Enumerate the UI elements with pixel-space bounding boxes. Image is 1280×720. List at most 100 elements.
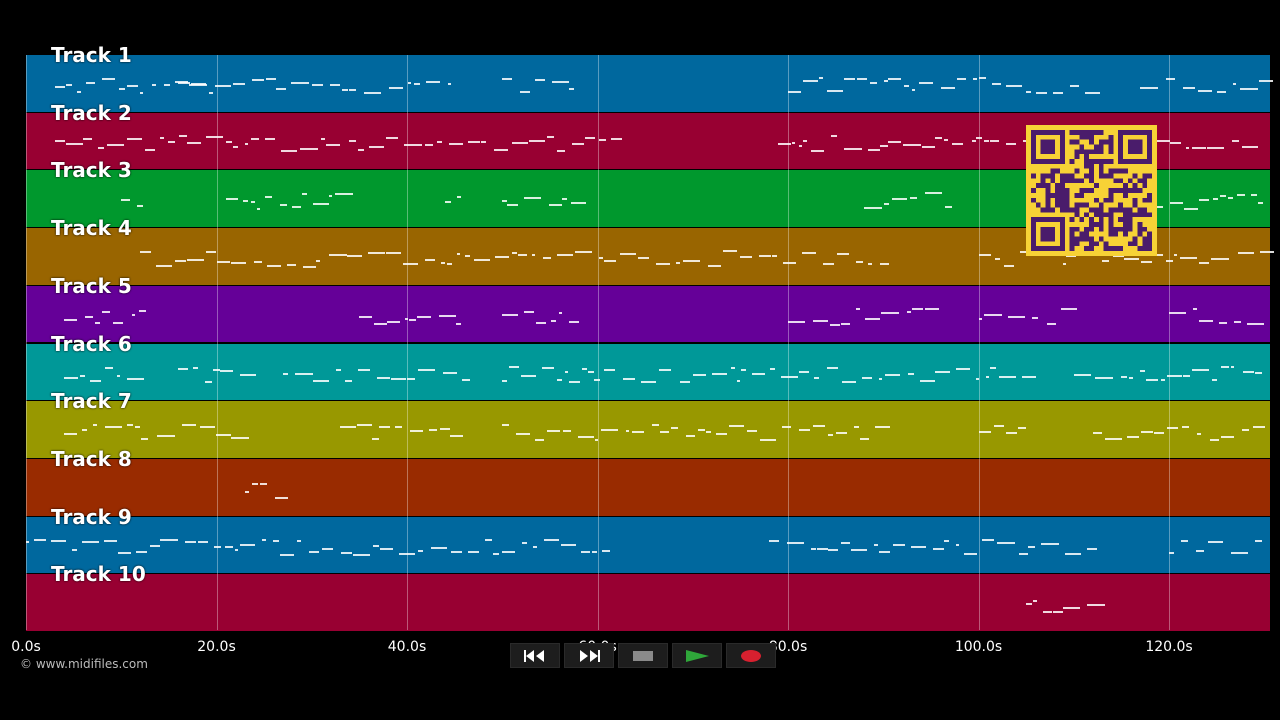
midi-note	[1092, 432, 1102, 435]
midi-note	[935, 136, 942, 139]
midi-note	[556, 379, 563, 381]
midi-note	[349, 89, 357, 92]
midi-note	[418, 550, 423, 553]
midi-note	[619, 252, 637, 255]
midi-note	[867, 262, 873, 265]
midi-note	[72, 548, 77, 551]
track-lane[interactable]	[26, 343, 1270, 401]
midi-note	[1128, 376, 1134, 379]
play-icon	[686, 649, 709, 662]
midi-note	[786, 542, 805, 545]
midi-note	[274, 496, 289, 499]
midi-note	[456, 322, 461, 325]
midi-note	[655, 262, 670, 265]
track-lane[interactable]	[26, 55, 1270, 112]
midi-note	[64, 377, 79, 380]
midi-note	[600, 429, 618, 432]
midi-note	[1073, 374, 1091, 377]
midi-note	[164, 83, 171, 86]
midi-note	[788, 90, 801, 93]
midi-note	[1174, 253, 1178, 256]
track-lane[interactable]	[26, 574, 1270, 631]
midi-note	[818, 77, 823, 80]
midi-note	[1052, 611, 1064, 614]
track-lane[interactable]	[26, 285, 1270, 343]
track-lane[interactable]	[26, 516, 1270, 574]
midi-note	[402, 263, 419, 266]
midi-note	[136, 551, 147, 554]
transport-controls	[510, 643, 776, 668]
midi-note	[358, 369, 371, 372]
midi-note	[409, 430, 424, 433]
midi-note	[104, 540, 117, 543]
midi-note	[1126, 435, 1139, 438]
track-lane[interactable]	[26, 458, 1270, 516]
midi-note	[1005, 142, 1016, 145]
stop-button[interactable]	[618, 643, 668, 668]
midi-note	[215, 433, 231, 436]
midi-note	[54, 139, 66, 142]
midi-note	[924, 192, 943, 195]
midi-note	[1018, 552, 1029, 555]
midi-note	[243, 199, 248, 202]
midi-note	[759, 254, 771, 257]
midi-note	[1198, 261, 1209, 264]
midi-note	[983, 313, 1002, 316]
midi-note	[117, 552, 132, 555]
midi-note	[883, 79, 889, 82]
midi-note	[782, 425, 791, 428]
midi-note	[857, 78, 868, 81]
midi-note	[1005, 432, 1017, 435]
midi-note	[941, 87, 956, 90]
midi-note	[26, 541, 30, 544]
midi-note	[1095, 377, 1113, 380]
midi-note	[439, 314, 456, 317]
midi-note	[982, 538, 994, 541]
midi-note	[404, 144, 422, 147]
midi-note	[978, 318, 983, 321]
midi-note	[557, 253, 574, 256]
midi-note	[127, 378, 144, 381]
midi-note	[638, 256, 649, 259]
midi-note	[1179, 257, 1198, 260]
midi-note	[1254, 540, 1262, 543]
midi-note	[1227, 196, 1234, 199]
track-label: Track 8	[51, 446, 132, 471]
midi-note	[865, 317, 880, 320]
midi-note	[535, 438, 544, 441]
play-button[interactable]	[672, 643, 722, 668]
midi-note	[985, 375, 990, 378]
midi-note	[1192, 368, 1210, 371]
midi-note	[533, 545, 538, 548]
midi-note	[604, 368, 615, 371]
midi-note	[417, 368, 435, 371]
midi-note	[1003, 265, 1014, 268]
qr-code-icon	[1031, 130, 1152, 251]
time-gridline	[216, 55, 218, 630]
midi-note	[1183, 87, 1195, 90]
midi-note	[998, 375, 1017, 378]
midi-note	[827, 433, 834, 436]
time-gridline	[597, 55, 599, 630]
midi-note	[341, 88, 349, 91]
midi-note	[264, 138, 276, 141]
midi-note	[291, 82, 309, 85]
midi-note	[1240, 87, 1259, 90]
midi-note	[414, 83, 421, 86]
track-label: Track 5	[51, 273, 132, 298]
midi-note	[1166, 260, 1173, 262]
midi-note	[352, 554, 371, 557]
midi-note	[328, 254, 347, 257]
midi-note	[139, 92, 144, 95]
rewind-button[interactable]	[510, 643, 560, 668]
midi-note	[903, 144, 921, 147]
fast-forward-button[interactable]	[564, 643, 614, 668]
midi-note	[524, 311, 535, 314]
midi-note	[1220, 435, 1235, 438]
midi-note	[594, 438, 599, 441]
track-lane[interactable]	[26, 401, 1270, 458]
midi-note	[859, 437, 870, 440]
record-button[interactable]	[726, 643, 776, 668]
midi-note	[297, 539, 301, 542]
midi-note	[736, 379, 741, 382]
